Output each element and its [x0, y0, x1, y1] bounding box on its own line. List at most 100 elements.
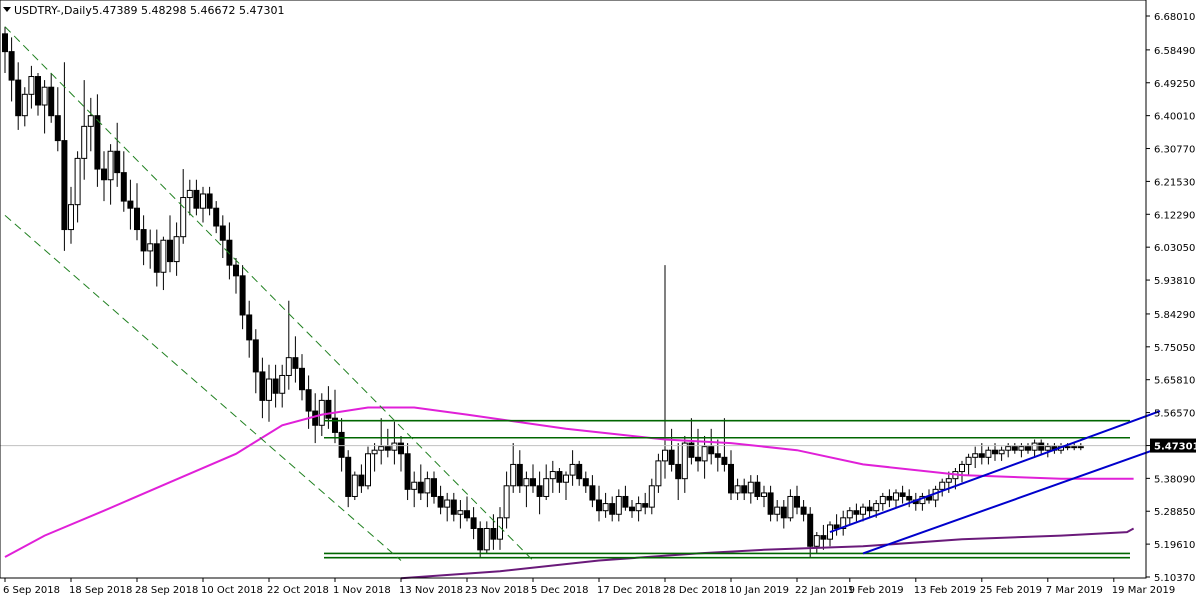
candle — [134, 183, 140, 241]
candle — [305, 375, 312, 429]
candle-body — [721, 456, 728, 465]
candle — [279, 364, 286, 408]
candle — [919, 492, 926, 511]
candle — [114, 122, 121, 187]
candle — [41, 80, 48, 134]
candle-body — [246, 314, 253, 341]
candle — [233, 258, 239, 294]
x-tick-label: 25 Feb 2019 — [980, 585, 1042, 596]
candle-body — [272, 378, 279, 394]
candle-body — [417, 481, 424, 494]
candle-body — [483, 527, 490, 551]
candle — [186, 179, 193, 216]
candle-body — [965, 456, 972, 465]
candle-body — [754, 481, 761, 497]
candle — [846, 507, 853, 525]
candle — [365, 446, 371, 490]
y-tick-label: 5.10370 — [1154, 573, 1195, 584]
candle — [477, 521, 484, 557]
candle — [860, 503, 866, 522]
candle — [120, 151, 127, 212]
candle-body — [206, 193, 213, 209]
x-tick-label: 17 Dec 2018 — [597, 585, 661, 596]
candle-body — [371, 449, 378, 455]
candle-body — [516, 463, 523, 487]
candle — [800, 500, 807, 522]
candle — [635, 496, 642, 522]
candle-body — [734, 485, 741, 494]
candle-body — [345, 456, 352, 497]
candle — [728, 450, 734, 501]
candle-body — [226, 239, 233, 266]
candle-body — [81, 125, 88, 159]
candle-body — [794, 495, 800, 508]
x-tick-label: 13 Nov 2018 — [399, 585, 463, 596]
candle-body — [985, 449, 992, 458]
ma-fast-line — [4, 406, 1134, 558]
candle-body — [2, 33, 8, 53]
candle-body — [107, 150, 114, 181]
candle-body — [1064, 446, 1071, 449]
x-tick-label: 6 Sep 2018 — [3, 585, 60, 596]
candle-body — [860, 506, 866, 515]
candle-body — [160, 239, 167, 273]
candle-body — [464, 510, 470, 519]
candle-body — [886, 495, 893, 501]
candle-body — [622, 495, 629, 508]
candle-body — [536, 485, 543, 497]
candle — [1077, 443, 1084, 451]
candle-body — [589, 485, 596, 501]
candle-body — [873, 503, 880, 512]
candle — [147, 229, 154, 269]
candle-body — [615, 495, 622, 515]
candle — [576, 460, 583, 486]
candle — [543, 464, 550, 501]
y-tick-label: 6.68010 — [1154, 12, 1195, 23]
candle — [206, 186, 213, 216]
candle-body — [998, 449, 1005, 455]
candle-body — [87, 115, 94, 127]
candle-body — [365, 453, 371, 487]
candle — [556, 467, 563, 493]
candle — [655, 453, 662, 493]
candle — [15, 62, 22, 130]
candle — [721, 418, 728, 472]
candle-body — [1025, 446, 1031, 451]
candle — [609, 496, 616, 522]
candle — [371, 443, 378, 472]
candle — [444, 492, 451, 522]
candle-body — [582, 478, 589, 487]
chevron-down-icon[interactable] — [3, 7, 11, 12]
candle — [107, 144, 114, 205]
candle-body — [800, 506, 807, 515]
candle-body — [939, 481, 946, 490]
candle-body — [503, 485, 510, 519]
candle-body — [239, 275, 246, 316]
candle — [807, 507, 814, 557]
candle — [747, 475, 754, 504]
candle — [1071, 443, 1078, 451]
plot-frame — [0, 0, 1147, 579]
candle-body — [1071, 446, 1078, 449]
candle-body — [846, 510, 853, 519]
candle-body — [1005, 446, 1012, 451]
candle — [404, 443, 411, 501]
candle-body — [728, 463, 734, 494]
candle-body — [332, 417, 338, 433]
candle — [431, 471, 437, 504]
candle-body — [378, 446, 385, 451]
candle — [292, 336, 299, 383]
candle-body — [853, 510, 860, 515]
y-tick-label: 6.40010 — [1154, 112, 1195, 123]
x-tick-label: 7 Mar 2019 — [1046, 585, 1103, 596]
candle — [959, 460, 965, 483]
candle-body — [437, 495, 444, 508]
candle-body — [173, 236, 180, 263]
candle — [246, 300, 253, 358]
y-tick-label: 6.12290 — [1154, 210, 1195, 221]
y-tick-label: 5.56570 — [1154, 409, 1195, 420]
candle — [74, 151, 81, 223]
candle — [754, 475, 761, 501]
candle-body — [167, 239, 173, 263]
